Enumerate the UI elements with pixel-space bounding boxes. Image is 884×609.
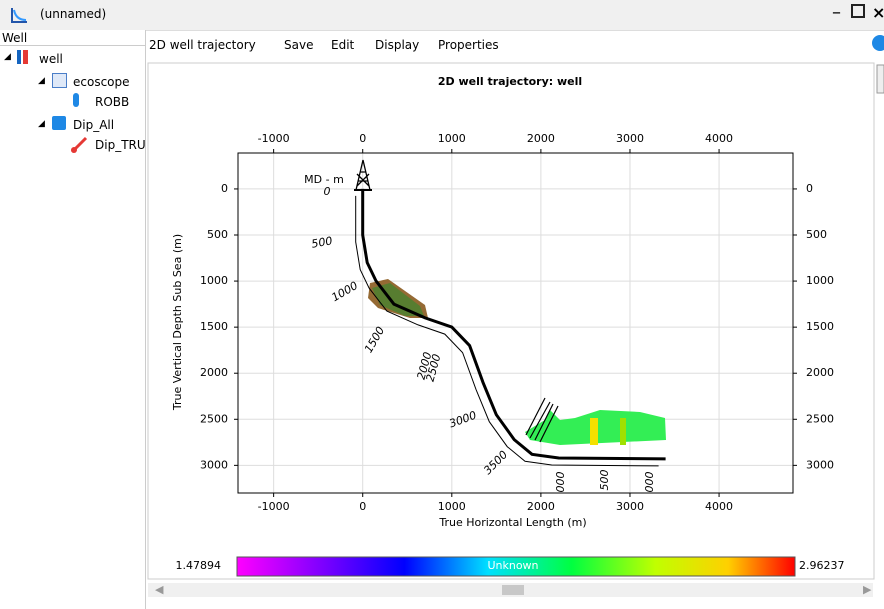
md-label: 0 [324,185,331,198]
window-title: (unnamed) [40,7,107,21]
y-tick-label: 1000 [806,274,834,287]
x-tick-label: -1000 [258,500,290,513]
app-icon [11,8,27,23]
expander[interactable]: ◢ [4,52,11,62]
md-label: 3500 [481,448,510,477]
close[interactable]: × [872,3,884,22]
md-label: 000 [643,472,656,493]
menu-item[interactable]: Edit [331,38,355,52]
md-label: 500 [598,470,611,491]
scroll-right[interactable]: ▶ [863,583,872,596]
y-tick-label: 2000 [200,366,228,379]
menu-item[interactable]: Properties [438,38,499,52]
y-tick-label: 1500 [806,320,834,333]
colorbar-min: 1.47894 [176,559,222,572]
md-label: 1500 [362,324,387,355]
y-tick-label: 3000 [806,458,834,471]
x-tick-label: 2000 [527,132,555,145]
help-button[interactable] [872,35,884,51]
dip-tadpoles [525,397,559,443]
y-tick-label: 2000 [806,366,834,379]
md-label: 1000 [329,279,360,304]
md-label: 000 [554,472,567,493]
md-track [355,195,659,467]
menu-item[interactable]: 2D well trajectory [149,38,256,52]
y-tick-label: 3000 [200,458,228,471]
colorbar-max: 2.96237 [799,559,845,572]
well-icon [17,50,21,64]
dip-icon [52,116,66,130]
log-icon [52,73,67,88]
tree-item[interactable]: Dip_TRU [95,138,146,152]
expander[interactable]: ◢ [38,119,45,129]
side-buttons[interactable] [876,64,884,94]
plot-border [237,152,794,494]
x-tick-label: 4000 [705,132,733,145]
y-tick-label: 0 [806,182,813,195]
tree-item[interactable]: ecoscope [73,75,130,89]
x-axis-label: True Horizontal Length (m) [438,516,586,529]
y-axis-label: True Vertical Depth Sub Sea (m) [171,234,184,411]
md-title: MD - m [304,173,344,186]
y-tick-label: 1000 [200,274,228,287]
chart-title: 2D well trajectory: well [438,75,582,88]
menu-item[interactable]: Display [375,38,420,52]
grid [238,153,793,493]
y-tick-label: 0 [221,182,228,195]
maximize[interactable] [851,4,865,18]
y-tick-label: 2500 [806,412,834,425]
scroll-thumb[interactable] [502,585,524,595]
well-icon [23,50,28,64]
tree-item[interactable]: Dip_All [73,118,115,132]
x-tick-label: 4000 [705,500,733,513]
x-tick-label: 2000 [527,500,555,513]
scroll-left[interactable]: ◀ [155,583,164,596]
image-strip [590,418,598,445]
menu-bar: 2D well trajectory Save Edit Display Pro… [146,31,884,59]
dip-curve-icon [70,136,88,154]
md-label: 500 [310,234,333,250]
y-tick-label: 2500 [200,412,228,425]
colorbar-center: Unknown [487,559,538,572]
x-tick-label: -1000 [258,132,290,145]
x-tick-label: 0 [359,500,366,513]
x-tick-label: 3000 [616,500,644,513]
x-tick-label: 1000 [438,500,466,513]
separator [0,45,145,46]
tree-panel: Well ◢ well ◢ ecoscope ROBB ◢ Dip_All Di… [0,30,146,609]
tree-item[interactable]: well [39,52,63,66]
x-tick-label: 1000 [438,132,466,145]
y-tick-label: 1500 [200,320,228,333]
tree-item[interactable]: ROBB [95,95,130,109]
minimize[interactable]: – [832,2,841,23]
y-tick-label: 500 [806,228,827,241]
menu-item[interactable]: Save [284,38,314,52]
image-strip [620,418,626,445]
trajectory [361,188,666,461]
y-tick-label: 500 [207,228,228,241]
x-tick-label: 3000 [616,132,644,145]
curve-icon [73,93,79,107]
title-bar: (unnamed) – × [0,0,884,31]
colorbar [236,556,796,577]
expander[interactable]: ◢ [38,76,45,86]
chart-frame [147,62,875,580]
tree-header: Well [2,31,28,45]
x-tick-label: 0 [359,132,366,145]
